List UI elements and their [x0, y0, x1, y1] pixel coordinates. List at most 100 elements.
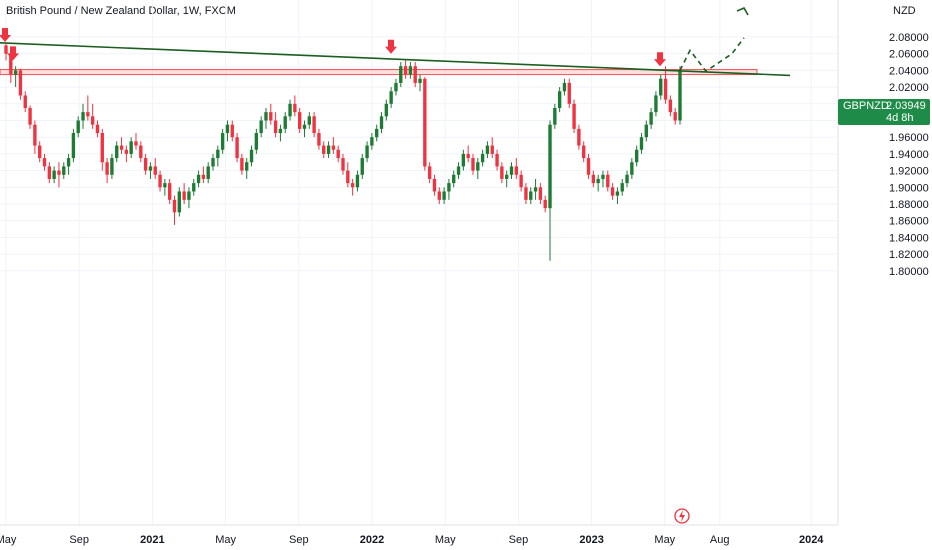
- candle-body: [115, 145, 119, 159]
- price-tick-label: 2.08000: [889, 32, 929, 44]
- tradingview-logo-icon: [674, 508, 690, 524]
- price-tick-label: 1.94000: [889, 149, 929, 161]
- candle-body: [206, 166, 210, 179]
- candle-body: [500, 166, 504, 179]
- candle-body: [273, 120, 278, 134]
- candle-body: [586, 158, 591, 175]
- candle-body: [620, 183, 624, 192]
- candle-body: [148, 166, 153, 171]
- candle-body: [456, 166, 461, 175]
- candle-body: [485, 145, 490, 154]
- candle-body: [235, 137, 239, 159]
- time-tick-label: May: [215, 534, 236, 546]
- candle-body: [139, 145, 143, 159]
- candle-body: [601, 174, 605, 179]
- candle-body: [606, 174, 610, 188]
- candle-body: [346, 170, 350, 184]
- candle-body: [302, 124, 307, 129]
- candle-body: [644, 124, 648, 138]
- candle-body: [254, 133, 259, 150]
- candle-body: [533, 187, 538, 192]
- candle-body: [389, 91, 393, 104]
- candles[interactable]: [4, 42, 682, 261]
- candle-body: [543, 199, 547, 209]
- price-tick-label: 2.06000: [889, 49, 929, 61]
- zone-rect: [0, 69, 758, 76]
- candle-body: [124, 149, 129, 154]
- price-tick-label: 1.88000: [889, 199, 929, 211]
- candle-body: [649, 112, 653, 125]
- candle-body: [461, 153, 466, 167]
- candle-body: [158, 174, 162, 188]
- candle-body: [307, 116, 311, 125]
- candle-body: [572, 103, 576, 129]
- candle-body: [201, 174, 206, 179]
- candle-body: [76, 120, 80, 134]
- candle-body: [432, 178, 437, 192]
- grid: [0, 0, 838, 525]
- candle-body: [413, 66, 417, 83]
- candle-body: [230, 124, 234, 138]
- candle-body: [668, 99, 673, 113]
- time-tick-label: 2024: [799, 534, 824, 546]
- candle-body: [293, 103, 297, 113]
- candle-body: [567, 82, 571, 104]
- resistance-zone: [0, 69, 758, 76]
- candle-body: [678, 70, 682, 121]
- candle-body: [71, 133, 76, 159]
- candle-body: [143, 158, 148, 171]
- price-tick-label: 1.92000: [889, 166, 929, 178]
- candle-body: [447, 183, 451, 192]
- candle-body: [423, 78, 427, 167]
- candle-body: [336, 149, 340, 159]
- candle-body: [509, 166, 514, 175]
- candle-body: [196, 174, 201, 184]
- candle-body: [62, 166, 66, 175]
- candle-body: [591, 174, 596, 184]
- price-tag-countdown: 4d 8h: [886, 112, 914, 124]
- tv-logo-circle: [674, 508, 690, 524]
- time-tick-label: 2022: [360, 534, 384, 546]
- candle-body: [408, 66, 413, 75]
- candle-body: [495, 153, 499, 167]
- candle-body: [278, 128, 283, 134]
- candle-body: [283, 116, 287, 129]
- candle-body: [259, 120, 263, 134]
- down-arrow-icon: [7, 46, 19, 61]
- candle-body: [490, 145, 494, 154]
- candle-body: [52, 170, 56, 179]
- time-tick-label: May: [0, 534, 17, 546]
- candle-body: [553, 107, 557, 125]
- candle-body: [375, 128, 379, 138]
- candle-body: [659, 78, 663, 96]
- down-arrow-icon: [654, 52, 666, 67]
- time-axis[interactable]: May Sep 2021 May Sep 2022 May Sep 2023 May Aug 2024: [0, 524, 838, 546]
- candle-body: [9, 53, 13, 75]
- price-tick-label: 1.80000: [889, 266, 929, 278]
- candle-body: [615, 191, 620, 196]
- price-tick-label: 1.82000: [889, 249, 929, 261]
- price-tick-label: 1.84000: [889, 232, 929, 244]
- candle-body: [360, 158, 364, 175]
- candle-body: [95, 124, 100, 134]
- time-tick-label: Sep: [509, 534, 529, 546]
- candle-body: [297, 112, 302, 129]
- candle-body: [466, 153, 470, 159]
- candle-body: [557, 91, 562, 108]
- price-tag-symbol: GBPNZD: [843, 100, 889, 112]
- candle-body: [322, 145, 326, 154]
- price-axis[interactable]: 2.080002.060002.040002.020002.000001.980…: [837, 0, 929, 525]
- time-tick-label: Aug: [710, 534, 730, 546]
- candle-body: [577, 128, 581, 146]
- candle-body: [28, 107, 32, 125]
- candle-body: [317, 133, 321, 146]
- candle-body: [596, 178, 600, 184]
- candle-body: [582, 145, 586, 159]
- candle-body: [427, 166, 432, 179]
- candle-body: [548, 124, 552, 209]
- candle-body: [110, 158, 114, 175]
- candle-body: [220, 133, 225, 150]
- candle-body: [57, 170, 61, 175]
